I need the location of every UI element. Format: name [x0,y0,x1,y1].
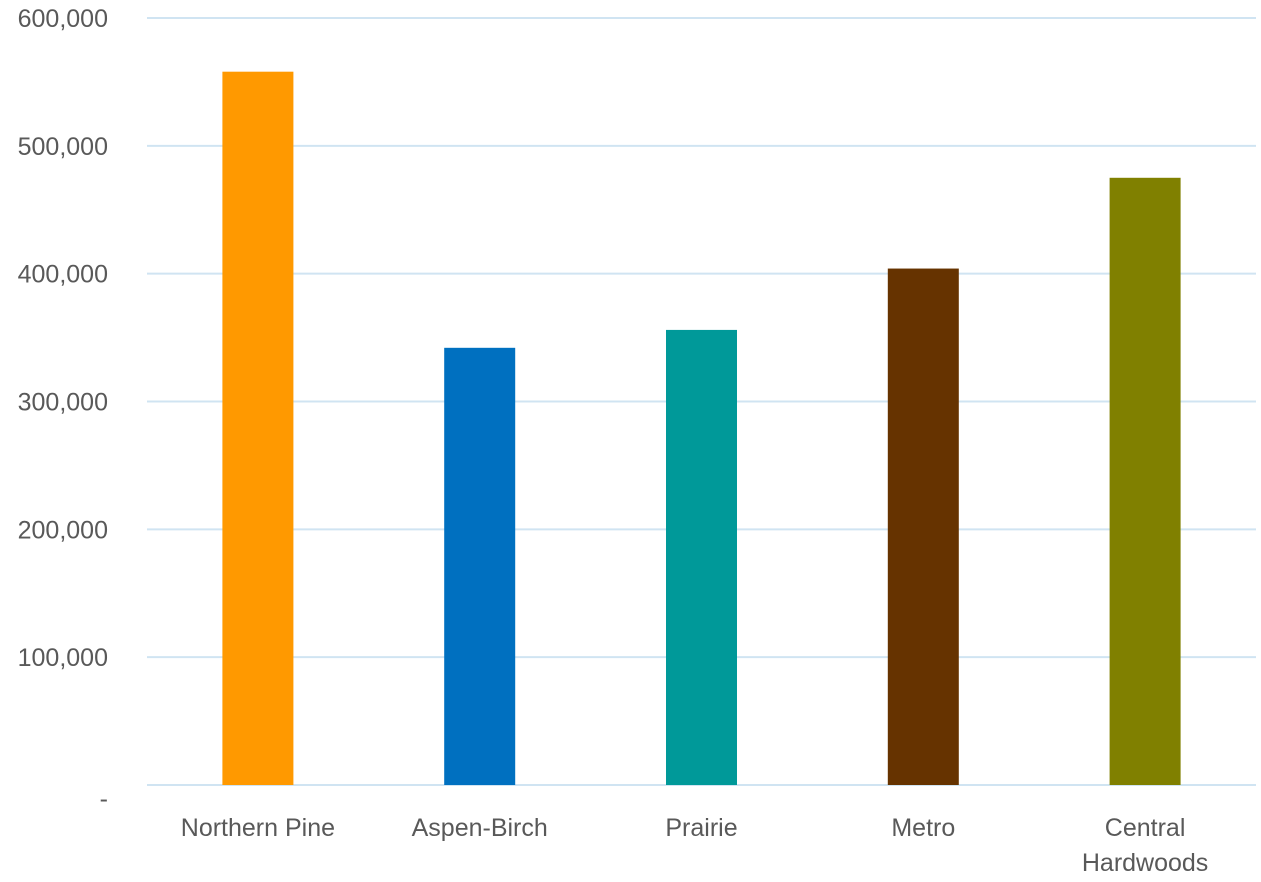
y-tick-label: 500,000 [18,133,108,161]
y-tick-label: 200,000 [18,516,108,544]
x-tick-label-line: Central [1105,814,1186,842]
x-tick-label: Aspen-Birch [412,814,548,842]
bar-central-hardwoods [1109,177,1181,785]
y-tick-label: 300,000 [18,389,108,417]
bar-northern-pine [222,71,294,785]
x-tick-label-line: Hardwoods [1082,849,1208,877]
y-tick-label: 400,000 [18,261,108,289]
bar-aspen-birch [444,347,516,785]
x-tick-label: Central Hardwoods [1082,814,1208,877]
y-axis-tick-labels: - 100,000 200,000 300,000 400,000 500,000 600,… [18,5,108,813]
x-tick-label: Prairie [665,814,737,842]
x-axis-tick-labels: Northern Pine Aspen-Birch Prairie Metro Cent… [181,814,1209,877]
y-tick-label: 600,000 [18,5,108,33]
x-tick-label: Metro [891,814,955,842]
bars [222,71,1181,785]
bar-metro [887,268,959,785]
y-tick-label: 100,000 [18,644,108,672]
x-tick-label: Northern Pine [181,814,335,842]
y-tick-label: - [100,785,108,813]
bar-prairie [666,329,737,785]
